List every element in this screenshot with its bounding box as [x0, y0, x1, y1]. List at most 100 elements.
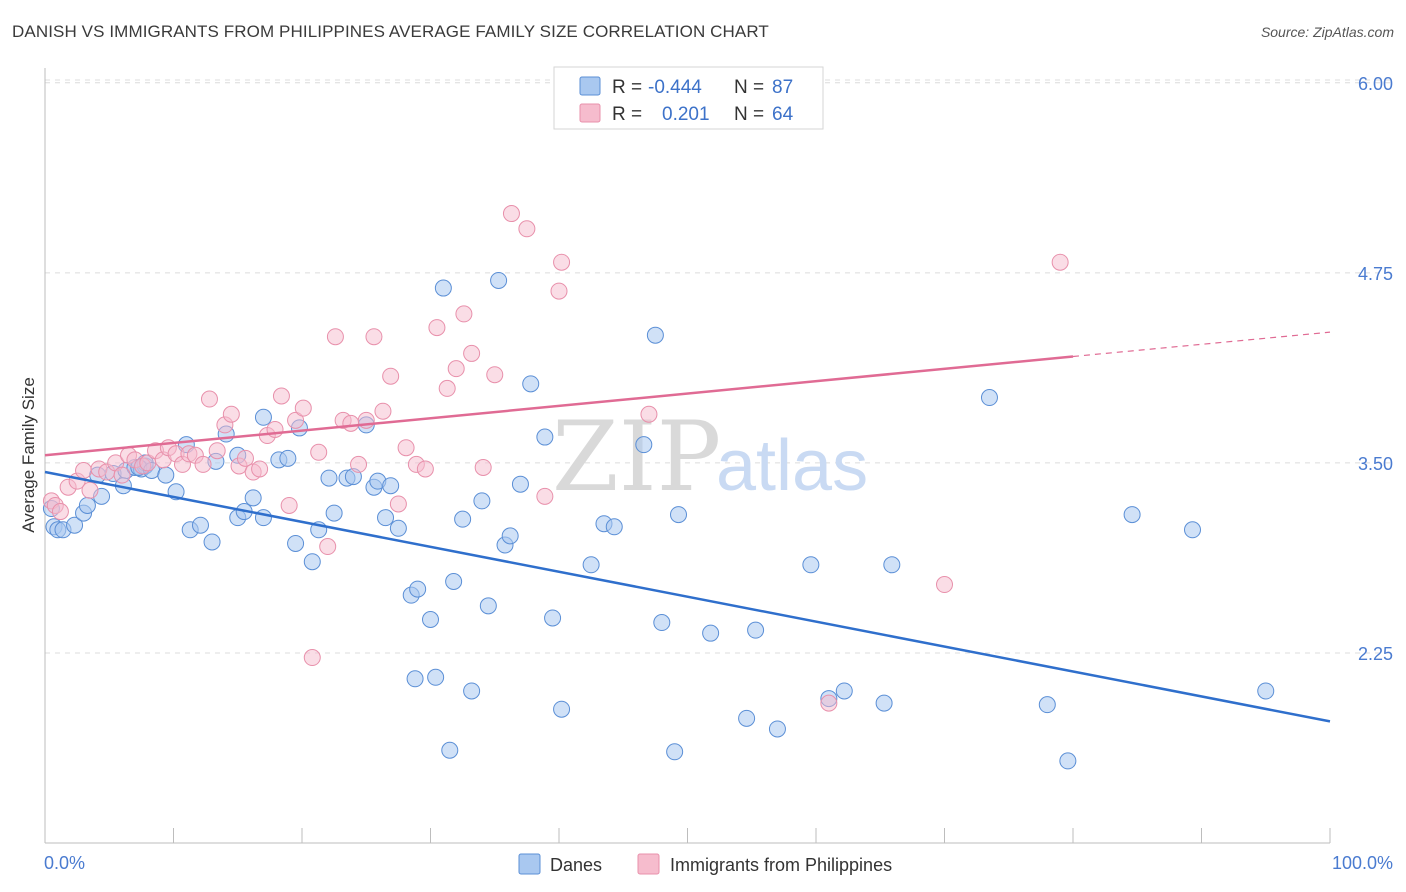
philippines-point	[303, 649, 321, 667]
y-tick-label: 6.00	[1358, 74, 1393, 94]
philippines-point	[365, 328, 383, 346]
philippines-point	[447, 360, 465, 378]
danes-point	[1059, 752, 1077, 770]
philippines-point	[222, 405, 240, 423]
philippines-point	[428, 319, 446, 337]
watermark-atlas: atlas	[716, 426, 868, 506]
danes-point	[802, 556, 820, 574]
x-tick-label-max: 100.0%	[1332, 853, 1393, 873]
danes-point	[203, 533, 221, 551]
philippines-point	[463, 344, 481, 362]
philippines-point	[820, 694, 838, 712]
danes-point	[501, 527, 519, 545]
y-tick-label: 2.25	[1358, 644, 1393, 664]
danes-point	[544, 609, 562, 627]
bottom-legend-phil-swatch	[637, 853, 660, 875]
philippines-point	[310, 443, 328, 461]
y-tick-label: 4.75	[1358, 264, 1393, 284]
danes-point	[434, 279, 452, 297]
danes-point	[980, 389, 998, 407]
danes-point	[1257, 682, 1275, 700]
philippines-point	[1051, 253, 1069, 271]
axes	[44, 68, 1331, 844]
philippines-point	[389, 495, 407, 513]
danes-point	[875, 694, 893, 712]
chart-title: DANISH VS IMMIGRANTS FROM PHILIPPINES AV…	[12, 22, 769, 41]
danes-point	[254, 408, 272, 426]
philippines-point	[382, 367, 400, 385]
philippines-point	[251, 460, 269, 478]
philippines-point	[640, 405, 658, 423]
legend-danes-n-label: N =	[734, 77, 764, 98]
philippines-point	[200, 390, 218, 408]
danes-point	[382, 477, 400, 495]
danes-point	[409, 580, 427, 598]
danes-point	[738, 709, 756, 727]
danes-point	[78, 496, 96, 514]
danes-point	[445, 572, 463, 590]
top-legend: R = -0.444 N = 87 R = 0.201 N = 64	[553, 66, 824, 130]
danes-point	[377, 509, 395, 527]
philippines-point	[326, 328, 344, 346]
danes-point	[320, 469, 338, 487]
danes-point	[325, 504, 343, 522]
philippines-points	[42, 205, 1069, 712]
danes-point	[605, 518, 623, 536]
philippines-point	[51, 503, 69, 521]
bottom-legend-phil-label: Immigrants from Philippines	[670, 855, 892, 875]
philippines-point	[319, 538, 337, 556]
danes-point	[747, 621, 765, 639]
danes-point	[287, 534, 305, 552]
danes-point	[768, 720, 786, 738]
philippines-point	[81, 481, 99, 499]
philippines-point	[350, 455, 368, 473]
trend-lines	[44, 331, 1331, 723]
philippines-trend-extension	[1072, 331, 1331, 358]
danes-point	[522, 375, 540, 393]
danes-point	[670, 506, 688, 524]
philippines-point	[553, 253, 571, 271]
legend-danes-swatch	[579, 76, 601, 96]
y-tick-label: 3.50	[1358, 454, 1393, 474]
danes-point	[883, 556, 901, 574]
philippines-point	[113, 466, 131, 484]
danes-point	[511, 475, 529, 493]
philippines-point	[502, 205, 520, 223]
bottom-legend: Danes Immigrants from Philippines	[518, 853, 892, 875]
danes-point	[279, 449, 297, 467]
philippines-point	[550, 282, 568, 300]
philippines-point	[75, 462, 93, 480]
danes-point	[1038, 696, 1056, 714]
danes-point	[389, 519, 407, 537]
danes-point	[702, 624, 720, 642]
philippines-point	[272, 387, 290, 405]
danes-point	[454, 510, 472, 528]
philippines-point	[287, 411, 305, 429]
philippines-point	[280, 496, 298, 514]
legend-phil-n-label: N =	[734, 104, 764, 125]
philippines-trend-line	[44, 355, 1074, 457]
legend-phil-r-value: 0.201	[662, 104, 710, 125]
danes-point	[635, 436, 653, 454]
philippines-point	[438, 379, 456, 397]
danes-point	[441, 741, 459, 759]
danes-point	[422, 611, 439, 629]
philippines-point	[374, 402, 392, 420]
danes-point	[303, 553, 321, 571]
y-axis-label: Average Family Size	[19, 377, 38, 533]
danes-point	[463, 682, 481, 700]
danes-point	[666, 743, 684, 761]
danes-points	[42, 271, 1275, 770]
legend-danes-n-value: 87	[772, 77, 793, 98]
philippines-point	[486, 366, 504, 384]
philippines-point	[936, 576, 953, 594]
danes-point	[582, 556, 600, 574]
source-label: Source: ZipAtlas.com	[1260, 24, 1394, 40]
philippines-point	[474, 458, 492, 476]
philippines-point	[455, 305, 473, 323]
philippines-point	[518, 220, 536, 238]
bottom-legend-danes-swatch	[518, 853, 541, 875]
philippines-point	[397, 439, 415, 457]
danes-point	[244, 489, 262, 507]
